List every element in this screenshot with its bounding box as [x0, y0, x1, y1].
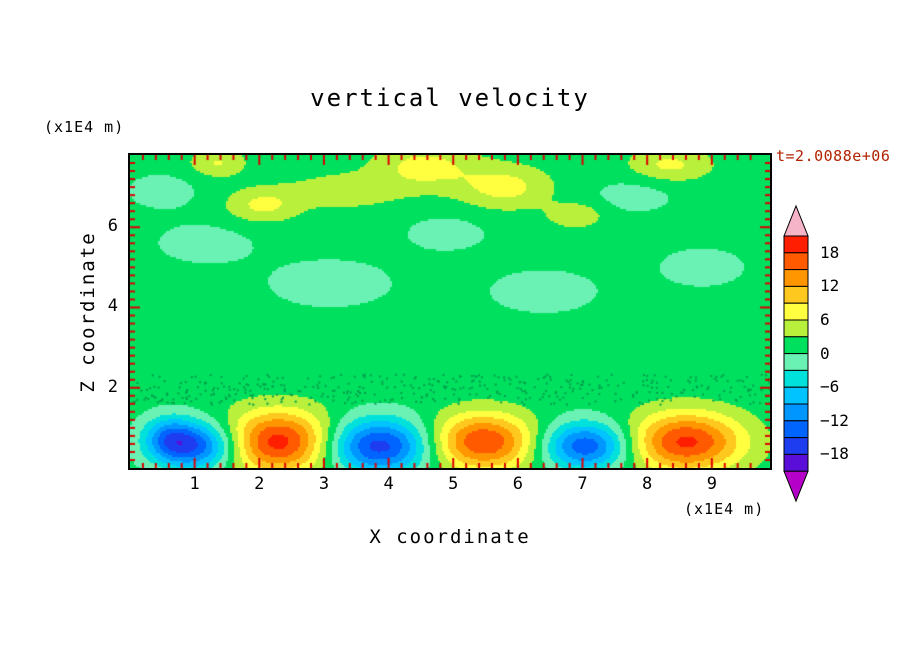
colorbar-cell — [783, 369, 809, 388]
x-tick-label: 9 — [706, 474, 717, 494]
colorbar-cell — [783, 353, 809, 371]
y-axis-unit-label: (x1E4 m) — [44, 118, 125, 136]
colorbar-cell — [783, 235, 809, 254]
x-tick-label: 2 — [254, 474, 265, 494]
colorbar-cell — [783, 302, 809, 321]
colorbar-cell — [783, 386, 809, 405]
colorbar-cell — [783, 269, 809, 287]
colorbar-tick-label: 12 — [820, 276, 840, 296]
contour-plot-area — [130, 155, 770, 468]
colorbar-cell — [783, 420, 809, 439]
colorbar-cell — [783, 453, 809, 472]
colorbar-tick-label: −12 — [820, 410, 849, 430]
y-tick-label: 4 — [107, 296, 118, 317]
x-tick-label: 1 — [189, 474, 200, 494]
colorbar-over-arrow — [783, 204, 809, 237]
colorbar-cell — [783, 319, 809, 338]
colorbar-tick-label: 18 — [820, 242, 840, 262]
plot-frame — [128, 153, 772, 470]
chart-title: vertical velocity — [310, 84, 590, 112]
y-tick-label: 2 — [107, 376, 118, 397]
x-tick-label: 4 — [383, 474, 394, 494]
y-tick-label: 6 — [107, 216, 118, 237]
colorbar-tick-label: −6 — [820, 377, 840, 397]
colorbar-tick-label: −18 — [820, 444, 849, 464]
x-tick-label: 5 — [448, 474, 459, 494]
colorbar — [783, 204, 809, 503]
x-axis-unit-label: (x1E4 m) — [684, 500, 765, 518]
x-tick-label: 7 — [577, 474, 588, 494]
colorbar-cell — [783, 252, 809, 271]
colorbar-cell — [783, 437, 809, 455]
colorbar-tick-label: 0 — [820, 343, 830, 363]
x-tick-label: 6 — [512, 474, 523, 494]
colorbar-tick-label: 6 — [820, 310, 830, 329]
time-label: t=2.0088e+06 — [776, 147, 891, 165]
colorbar-cell — [783, 285, 809, 304]
colorbar-cell — [783, 403, 809, 422]
x-tick-label: 3 — [318, 474, 330, 494]
x-tick-label: 8 — [642, 474, 653, 494]
colorbar-cell — [783, 336, 809, 355]
x-axis-label: X coordinate — [369, 526, 531, 548]
colorbar-under-arrow — [783, 470, 809, 503]
